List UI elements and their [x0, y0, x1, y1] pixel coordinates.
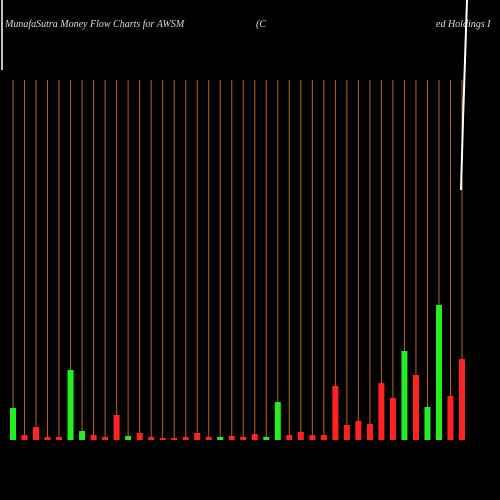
bar	[56, 437, 63, 440]
bar	[320, 435, 327, 440]
bars	[10, 305, 465, 440]
bar	[217, 437, 224, 440]
bar	[228, 436, 235, 440]
bar	[378, 383, 385, 440]
bar	[148, 437, 155, 440]
bar	[33, 427, 40, 440]
bar	[447, 396, 454, 440]
chart-title-part: (C	[256, 19, 266, 30]
bar	[435, 305, 442, 440]
bar	[332, 386, 339, 440]
chart-title-part: ed Holdings I	[436, 19, 491, 30]
bar	[182, 437, 189, 440]
bar	[79, 431, 86, 440]
bar	[10, 408, 16, 440]
bar	[343, 425, 350, 440]
bar	[125, 436, 132, 440]
bar	[251, 434, 258, 440]
bar	[309, 435, 316, 440]
bar	[113, 415, 120, 440]
bar	[21, 435, 28, 440]
bar	[67, 370, 74, 440]
bar	[424, 407, 431, 440]
bar	[274, 402, 281, 440]
bar	[159, 438, 166, 440]
bar	[401, 351, 408, 440]
chart-title: MunafaSutra Money Flow Charts for AWSM	[4, 19, 185, 30]
bar	[366, 424, 373, 440]
grid	[12, 80, 463, 440]
bar	[240, 437, 247, 440]
bar	[297, 432, 304, 440]
bar	[205, 437, 212, 440]
bar	[136, 433, 143, 440]
bar	[389, 398, 396, 440]
bar	[194, 433, 201, 440]
bar	[90, 435, 97, 440]
bar	[44, 437, 51, 440]
bar	[412, 375, 419, 440]
bar	[355, 421, 362, 440]
price-line	[460, 0, 468, 191]
bar	[286, 435, 293, 440]
bar	[171, 438, 178, 440]
bar	[102, 437, 109, 440]
bar	[263, 437, 270, 440]
bar	[459, 359, 465, 440]
